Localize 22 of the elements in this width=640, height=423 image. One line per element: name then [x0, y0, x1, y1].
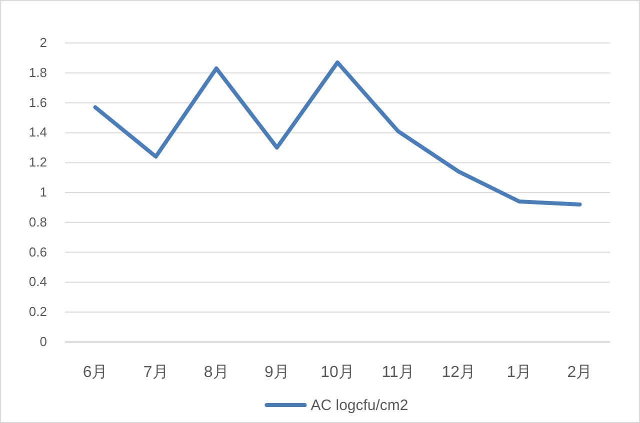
y-tick-label: 2	[40, 35, 47, 50]
x-tick-label: 11月	[382, 364, 414, 381]
y-tick-label: 1.8	[28, 64, 47, 80]
x-tick-label: 10月	[320, 364, 354, 381]
x-tick-label: 8月	[204, 364, 229, 381]
y-tick-label: 1.4	[28, 124, 47, 140]
x-tick-label: 1月	[506, 364, 532, 381]
y-tick-label: 0	[40, 334, 47, 349]
y-tick-label: 0.4	[28, 274, 47, 290]
x-tick-label: 7月	[143, 364, 168, 381]
y-tick-label: 0.6	[28, 244, 47, 260]
line-series	[93, 60, 582, 206]
x-tick-label: 6月	[82, 364, 108, 381]
y-tick-label: 1.2	[28, 154, 47, 170]
y-tick-label: 1.6	[28, 94, 47, 110]
y-tick-label: 0.2	[28, 304, 47, 320]
legend-label: AC logcfu/cm2	[310, 397, 408, 414]
y-tick-label: 0.8	[28, 214, 47, 230]
x-tick-label: 9月	[264, 364, 290, 381]
x-tick-label: 12月	[442, 364, 476, 381]
y-tick-label: 1	[40, 184, 47, 200]
x-tick-label: 2月	[567, 364, 592, 381]
